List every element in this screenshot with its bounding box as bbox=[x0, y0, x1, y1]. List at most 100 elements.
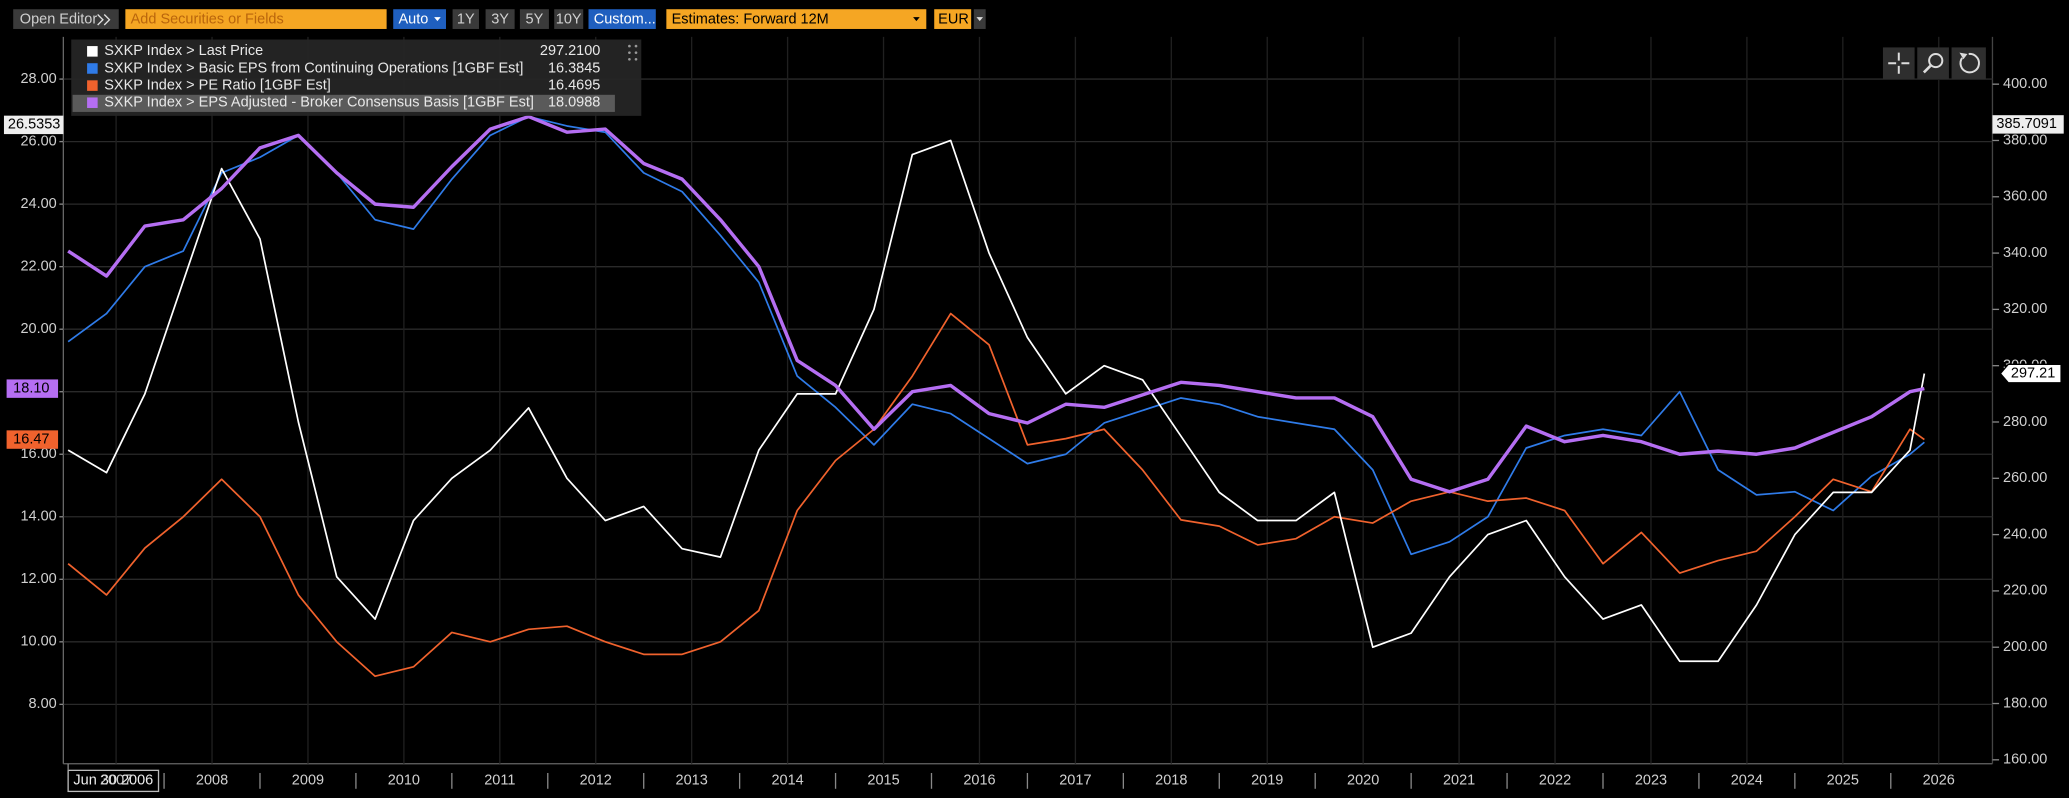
last-value-tag bbox=[1999, 363, 2062, 384]
x-tick-label: 2010 bbox=[388, 773, 420, 789]
legend: SXKP Index > Last Price 297.2100 SXKP Inde… bbox=[71, 39, 642, 116]
grip-dot bbox=[634, 51, 638, 54]
legend-highlight bbox=[72, 94, 615, 112]
chevron-icon bbox=[97, 14, 111, 26]
legend-swatch bbox=[87, 97, 98, 108]
y-tick-label: 20.00 bbox=[20, 321, 56, 337]
y-tick-label: 26.00 bbox=[20, 133, 56, 149]
estimates-label: Estimates: Forward 12M bbox=[672, 12, 829, 28]
estimates-dropdown[interactable] bbox=[666, 9, 927, 29]
last-value-tag bbox=[6, 379, 59, 398]
cursor-tag bbox=[3, 115, 64, 135]
x-tick-label: 2023 bbox=[1635, 773, 1667, 789]
y-tick-label: 14.00 bbox=[20, 509, 56, 525]
x-tick-label: 2026 bbox=[1923, 773, 1955, 789]
y-tick-label: 12.00 bbox=[20, 571, 56, 587]
y2-tick-label: 320.00 bbox=[2003, 301, 2047, 317]
x-tick-label: 2009 bbox=[292, 773, 324, 789]
x-tick-label: 2015 bbox=[867, 773, 899, 789]
y-tick-label: 16.00 bbox=[20, 446, 56, 462]
y2-tick-label: 280.00 bbox=[2003, 414, 2047, 430]
y2-tick-label: 220.00 bbox=[2003, 583, 2047, 599]
legend-swatch bbox=[87, 46, 98, 57]
x-tick-label: 2008 bbox=[196, 773, 228, 789]
y2-tick-label: 200.00 bbox=[2003, 639, 2047, 655]
crosshair-button[interactable] bbox=[1882, 47, 1915, 80]
dropdown-arrow bbox=[434, 17, 441, 22]
range-button[interactable] bbox=[485, 9, 515, 29]
y2-tick-label: 340.00 bbox=[2003, 245, 2047, 261]
auto-button[interactable] bbox=[393, 9, 446, 29]
last-value-label: 297.21 bbox=[2011, 365, 2055, 381]
y2-tick-label: 240.00 bbox=[2003, 526, 2047, 542]
value-tags: 297.21 16.47 18.10 26.5353 385.7091 bbox=[3, 115, 2064, 449]
custom-button[interactable] bbox=[588, 9, 656, 29]
grip-dot bbox=[634, 57, 638, 61]
series-lines bbox=[67, 114, 1926, 678]
x-tick-label: 2017 bbox=[1059, 773, 1091, 789]
reset-icon bbox=[1959, 52, 1980, 74]
zoom-icon bbox=[1928, 53, 1944, 69]
open-editor-label: Open Editor bbox=[20, 12, 98, 28]
y-tick-label: 22.00 bbox=[20, 258, 56, 274]
range-label: 3Y bbox=[491, 12, 509, 28]
open-editor-button[interactable] bbox=[13, 9, 119, 29]
currency-dropdown[interactable] bbox=[934, 9, 972, 29]
currency-label: EUR bbox=[938, 12, 969, 28]
zoom-button[interactable] bbox=[1917, 47, 1949, 80]
auto-label: Auto bbox=[398, 12, 428, 28]
range-label: 10Y bbox=[556, 12, 582, 28]
x-tick-label: 2013 bbox=[676, 773, 708, 789]
x-start-box bbox=[67, 769, 160, 793]
range-button[interactable] bbox=[452, 9, 479, 29]
y2-tick-label: 360.00 bbox=[2003, 189, 2047, 205]
legend-value: 16.4695 bbox=[548, 77, 600, 93]
chart-tools bbox=[1882, 47, 1986, 80]
x-tick-label: 2018 bbox=[1155, 773, 1187, 789]
cursor-label: 385.7091 bbox=[1996, 116, 2056, 132]
legend-grip[interactable] bbox=[628, 44, 638, 61]
reset-button[interactable] bbox=[1951, 47, 1986, 80]
grip-dot bbox=[634, 44, 638, 48]
cursor-label: 26.5353 bbox=[8, 117, 60, 133]
range-label: 5Y bbox=[526, 12, 544, 28]
x-tick-label: 2021 bbox=[1443, 773, 1475, 789]
x-tick-label: 2024 bbox=[1731, 773, 1763, 789]
x-tick-label: 2019 bbox=[1251, 773, 1283, 789]
series-line bbox=[67, 114, 1925, 494]
legend-swatch bbox=[87, 80, 98, 91]
range-button[interactable] bbox=[554, 9, 584, 29]
range-label: 1Y bbox=[457, 12, 475, 28]
zoom-icon-handle bbox=[1922, 64, 1932, 74]
series-line bbox=[67, 115, 1925, 556]
x-tick-label: 2014 bbox=[771, 773, 803, 789]
x-tick-label: 2022 bbox=[1539, 773, 1571, 789]
grid: 8.0010.0012.0014.0016.0018.0020.0022.002… bbox=[20, 36, 2047, 793]
y-tick-label: 28.00 bbox=[20, 71, 56, 87]
search-field[interactable] bbox=[125, 9, 387, 29]
grip-dot bbox=[628, 57, 631, 61]
y2-tick-label: 260.00 bbox=[2003, 470, 2047, 486]
y2-tick-label: 160.00 bbox=[2003, 752, 2047, 768]
y-tick-label: 24.00 bbox=[20, 196, 56, 212]
series-line bbox=[67, 139, 1926, 663]
y-tick-label: 8.00 bbox=[29, 696, 57, 712]
x-tick-label: 2016 bbox=[963, 773, 995, 789]
crosshair-icon bbox=[1888, 52, 1910, 74]
x-tick-label: 2007 bbox=[100, 773, 132, 789]
search-placeholder: Add Securities or Fields bbox=[131, 12, 284, 28]
last-value-label: 16.47 bbox=[13, 431, 49, 447]
cursor-tag bbox=[1992, 115, 2064, 134]
y2-tick-label: 180.00 bbox=[2003, 695, 2047, 711]
legend-label: SXKP Index > EPS Adjusted - Broker Conse… bbox=[104, 95, 534, 111]
y2-tick-label: 400.00 bbox=[2003, 76, 2047, 92]
legend-label: SXKP Index > Basic EPS from Continuing O… bbox=[104, 60, 523, 76]
legend-label: SXKP Index > PE Ratio [1GBF Est] bbox=[104, 77, 331, 93]
x-tick-label: 2011 bbox=[484, 773, 515, 789]
range-button[interactable] bbox=[519, 9, 549, 29]
x-tick-label: 2012 bbox=[580, 773, 612, 789]
last-value-label: 18.10 bbox=[13, 380, 49, 396]
